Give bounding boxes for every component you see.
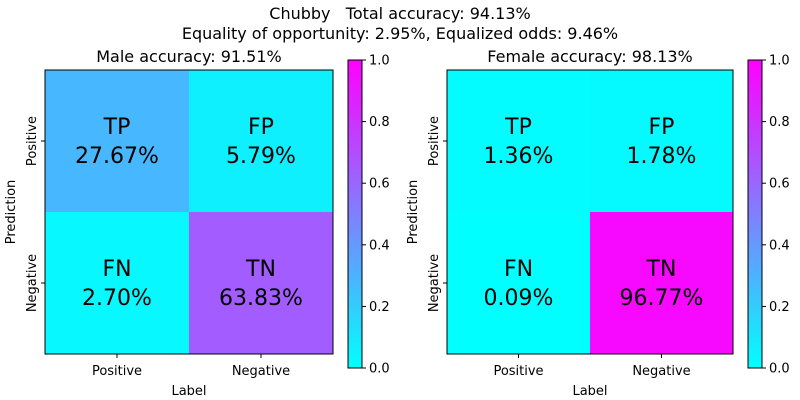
x-tick-label: Positive bbox=[493, 364, 543, 379]
colorbar bbox=[747, 59, 763, 369]
panel-0: Male accuracy: 91.51% TP 27.67% FP 5.79% FN 2.… bbox=[4, 47, 390, 399]
x-axis-label: Label bbox=[171, 384, 206, 399]
colorbar-tick-label: 0.0 bbox=[369, 362, 390, 377]
y-tick-label: Negative bbox=[25, 254, 40, 312]
cell-fn bbox=[447, 212, 590, 354]
colorbar-tick-label: 1.0 bbox=[769, 54, 790, 69]
colorbar-tick-label: 0.6 bbox=[369, 177, 390, 192]
cell-tp-name: TP bbox=[504, 115, 532, 140]
colorbar-tick-label: 0.4 bbox=[369, 238, 390, 253]
axes-frame bbox=[446, 69, 734, 355]
panel-title: Female accuracy: 98.13% bbox=[487, 47, 692, 66]
colorbar-tick-label: 0.8 bbox=[769, 115, 790, 130]
cell-fn-name: FN bbox=[102, 257, 131, 282]
y-axis-label: Prediction bbox=[406, 180, 421, 245]
cell-fp bbox=[189, 70, 333, 212]
colorbar-tick-label: 1.0 bbox=[369, 54, 390, 69]
cell-fn-value: 0.09% bbox=[484, 286, 554, 311]
cell-tn-name: TN bbox=[646, 257, 677, 282]
cell-tp-name: TP bbox=[103, 115, 131, 140]
cell-fp-value: 5.79% bbox=[226, 144, 296, 169]
y-tick-label: Positive bbox=[25, 116, 40, 166]
figure-title-line1: Chubby Total accuracy: 94.13% bbox=[269, 4, 530, 23]
cell-tn-name: TN bbox=[245, 257, 276, 282]
cell-tp-value: 1.36% bbox=[484, 144, 554, 169]
cell-tp bbox=[447, 70, 590, 212]
colorbar-tick-label: 0.0 bbox=[769, 362, 790, 377]
colorbar-tick-label: 0.2 bbox=[369, 300, 390, 315]
figure-title-line2: Equality of opportunity: 2.95%, Equalize… bbox=[182, 24, 618, 43]
cell-fn bbox=[45, 212, 189, 354]
cell-fp-name: FP bbox=[649, 115, 675, 140]
cell-fn-value: 2.70% bbox=[82, 286, 152, 311]
cell-fp bbox=[590, 70, 733, 212]
panel-1: Female accuracy: 98.13% TP 1.36% FP 1.78% FN 0… bbox=[406, 47, 790, 399]
colorbar-tick-label: 0.2 bbox=[769, 300, 790, 315]
colorbar bbox=[347, 59, 363, 369]
cell-fp-value: 1.78% bbox=[627, 144, 697, 169]
cell-tp bbox=[45, 70, 189, 212]
x-tick-label: Negative bbox=[632, 364, 690, 379]
y-tick-label: Positive bbox=[427, 116, 442, 166]
colorbar-tick-label: 0.4 bbox=[769, 238, 790, 253]
cell-tn-value: 63.83% bbox=[219, 286, 303, 311]
x-axis-label: Label bbox=[572, 384, 607, 399]
cell-tn-value: 96.77% bbox=[620, 286, 704, 311]
panel-title: Male accuracy: 91.51% bbox=[96, 47, 282, 66]
cell-tn bbox=[189, 212, 333, 354]
cell-tn bbox=[590, 212, 733, 354]
y-tick-label: Negative bbox=[427, 254, 442, 312]
x-tick-label: Negative bbox=[232, 364, 290, 379]
colorbar-tick-label: 0.6 bbox=[769, 177, 790, 192]
x-tick-label: Positive bbox=[92, 364, 142, 379]
cell-tp-value: 27.67% bbox=[75, 144, 159, 169]
y-axis-label: Prediction bbox=[4, 180, 19, 245]
axes-frame bbox=[44, 69, 334, 355]
cell-fp-name: FP bbox=[248, 115, 274, 140]
colorbar-tick-label: 0.8 bbox=[369, 115, 390, 130]
cell-fn-name: FN bbox=[504, 257, 533, 282]
